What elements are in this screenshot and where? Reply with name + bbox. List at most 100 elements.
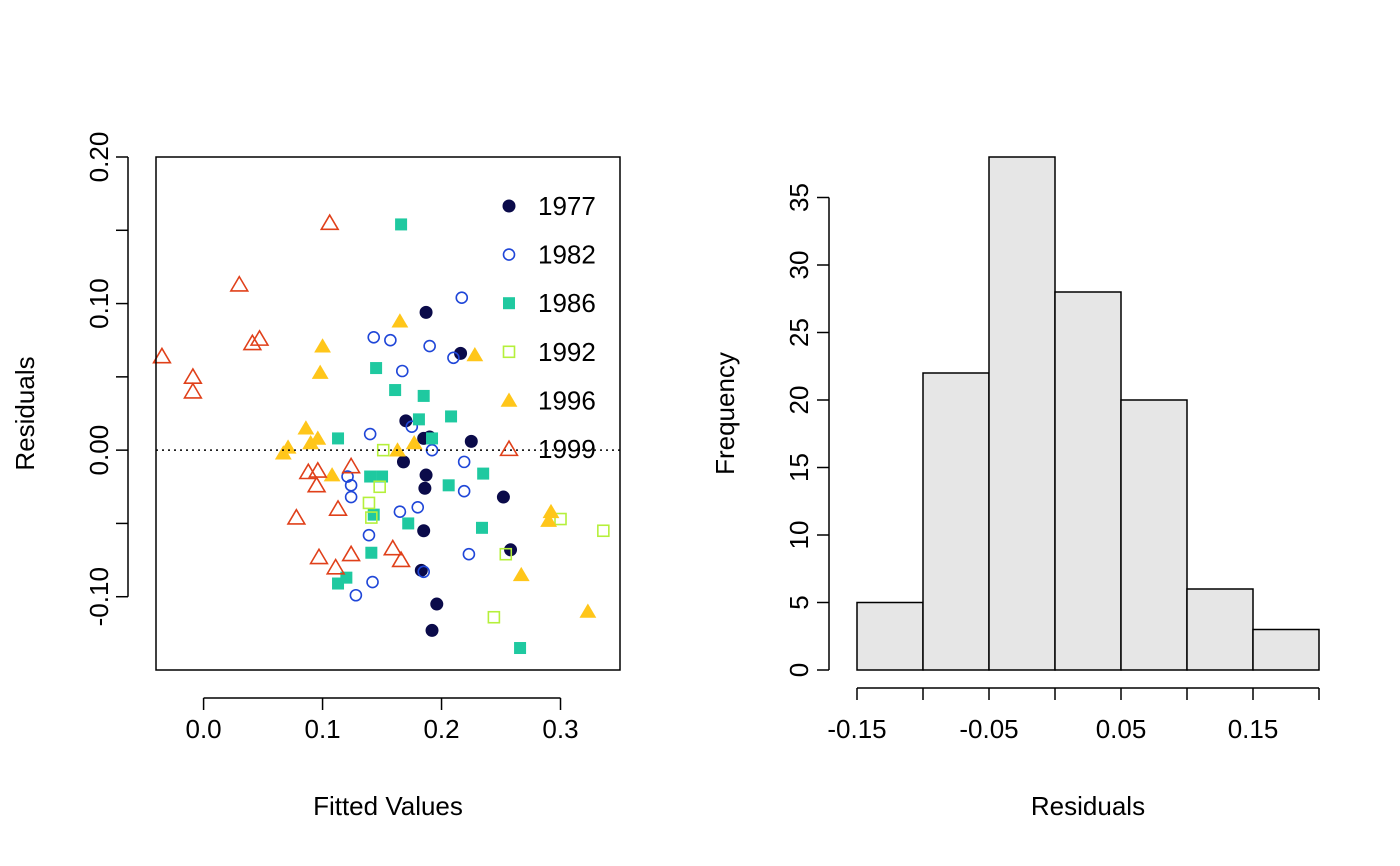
point-1982-16 (362, 528, 376, 542)
point-1982-13 (457, 484, 471, 498)
histogram-bars (856, 156, 1320, 671)
point-1977-6 (396, 455, 410, 469)
point-1986-5 (412, 413, 425, 426)
histogram-x-tick-label: 0.05 (1096, 714, 1147, 744)
point-1986-6 (426, 432, 439, 445)
scatter-x-tick-label: 0.3 (542, 714, 578, 744)
point-1992-5 (597, 524, 610, 538)
point-1982-19 (366, 575, 379, 589)
scatter-plot-frame (155, 156, 621, 671)
point-1996-0 (391, 313, 409, 328)
point-1986-10 (477, 467, 490, 480)
scatter-y-axis: -0.10 0.00 0.10 0.20 (84, 132, 129, 626)
point-1996-12 (542, 503, 560, 519)
legend-key-1977 (502, 199, 516, 213)
point-1982-15 (393, 505, 407, 519)
point-1999-15 (309, 547, 329, 565)
point-1996-2 (466, 346, 484, 362)
point-1996-4 (297, 420, 315, 435)
scatter-y-tick-label: 0.20 (84, 132, 114, 183)
legend-key-1996 (500, 392, 518, 407)
point-1982-6 (405, 420, 419, 433)
histogram-y-axis-title: Frequency (710, 352, 740, 475)
point-1986-13 (402, 517, 415, 530)
point-1996-6 (302, 434, 320, 450)
point-1996-15 (579, 603, 597, 618)
point-1999-11 (328, 499, 348, 516)
point-1999-7 (341, 456, 361, 474)
point-1999-14 (341, 544, 361, 562)
point-1982-0 (455, 291, 469, 305)
histogram-x-axis-title: Residuals (1031, 791, 1145, 821)
scatter-panel: 0.0 0.1 0.2 0.3 -0.100.000.100.20 1977 1982 1… (10, 132, 621, 821)
legend-label-1982: 1982 (538, 240, 596, 270)
histogram-bar-2 (988, 156, 1056, 671)
legend-key-1986 (503, 297, 515, 310)
point-1986-12 (367, 508, 380, 521)
point-1982-5 (395, 364, 409, 378)
point-1986-1 (370, 362, 383, 375)
point-1996-1 (314, 338, 331, 353)
point-1999-5 (183, 367, 203, 385)
point-1982-1 (367, 330, 381, 344)
point-1977-5 (464, 434, 478, 448)
point-1999-12 (286, 508, 307, 525)
point-1982-4 (447, 351, 460, 365)
point-1982-20 (349, 588, 363, 602)
point-1982-2 (384, 333, 397, 347)
point-1999-13 (382, 538, 403, 556)
point-1999-10 (306, 475, 327, 493)
histogram-x-tick-label: -0.05 (959, 714, 1018, 744)
legend-key-1992 (502, 345, 516, 359)
point-1982-12 (344, 490, 358, 504)
point-1986-18 (514, 642, 527, 655)
legend-label-1999: 1999 (538, 434, 596, 464)
point-1999-0 (319, 213, 340, 231)
point-1992-7 (487, 610, 501, 624)
point-1986-8 (364, 470, 377, 483)
histogram-y-tick-label: 15 (784, 453, 814, 482)
histogram-x-axis: -0.15 -0.05 0.05 0.15 (827, 687, 1320, 744)
point-1992-2 (362, 496, 376, 510)
point-1986-2 (389, 384, 402, 397)
point-1992-1 (373, 480, 386, 494)
histogram-y-tick-label: 30 (784, 251, 814, 280)
point-1996-14 (512, 566, 530, 582)
scatter-x-tick-label: 0.0 (186, 714, 222, 744)
scatter-points (152, 213, 610, 655)
scatter-x-axis-title: Fitted Values (313, 791, 463, 821)
histogram-bar-6 (1252, 628, 1320, 671)
histogram-x-tick-label: -0.15 (827, 714, 886, 744)
scatter-y-axis-title: Residuals (10, 356, 40, 470)
point-1999-1 (229, 275, 250, 292)
legend-label-1986: 1986 (538, 288, 596, 318)
point-1999-3 (242, 333, 263, 351)
point-1982-3 (423, 339, 436, 353)
point-1992-0 (376, 443, 390, 457)
histogram-y-tick-label: 25 (784, 318, 814, 347)
scatter-x-tick-label: 0.1 (304, 714, 340, 744)
histogram-bar-0 (856, 601, 924, 671)
point-1986-9 (376, 470, 389, 483)
scatter-x-tick-label: 0.2 (423, 714, 459, 744)
point-1977-7 (419, 468, 433, 482)
point-1999-2 (249, 329, 270, 346)
histogram-y-tick-label: 35 (784, 183, 814, 212)
point-1999-16 (391, 550, 411, 568)
point-1986-0 (395, 218, 408, 231)
point-1999-4 (152, 346, 172, 364)
point-1999-8 (308, 461, 328, 478)
point-1982-14 (411, 501, 425, 514)
scatter-y-tick-label: -0.10 (84, 567, 114, 626)
point-1996-13 (540, 512, 558, 527)
histogram-bar-5 (1186, 588, 1254, 671)
legend-key-1999 (499, 439, 519, 457)
point-1986-17 (332, 577, 345, 590)
legend-label-1977: 1977 (538, 191, 596, 221)
point-1996-11 (323, 467, 341, 482)
legend-label-1996: 1996 (538, 385, 596, 415)
point-1977-9 (417, 524, 431, 538)
histogram-y-tick-label: 20 (784, 386, 814, 415)
point-1992-3 (365, 511, 378, 524)
point-1999-17 (325, 557, 346, 575)
